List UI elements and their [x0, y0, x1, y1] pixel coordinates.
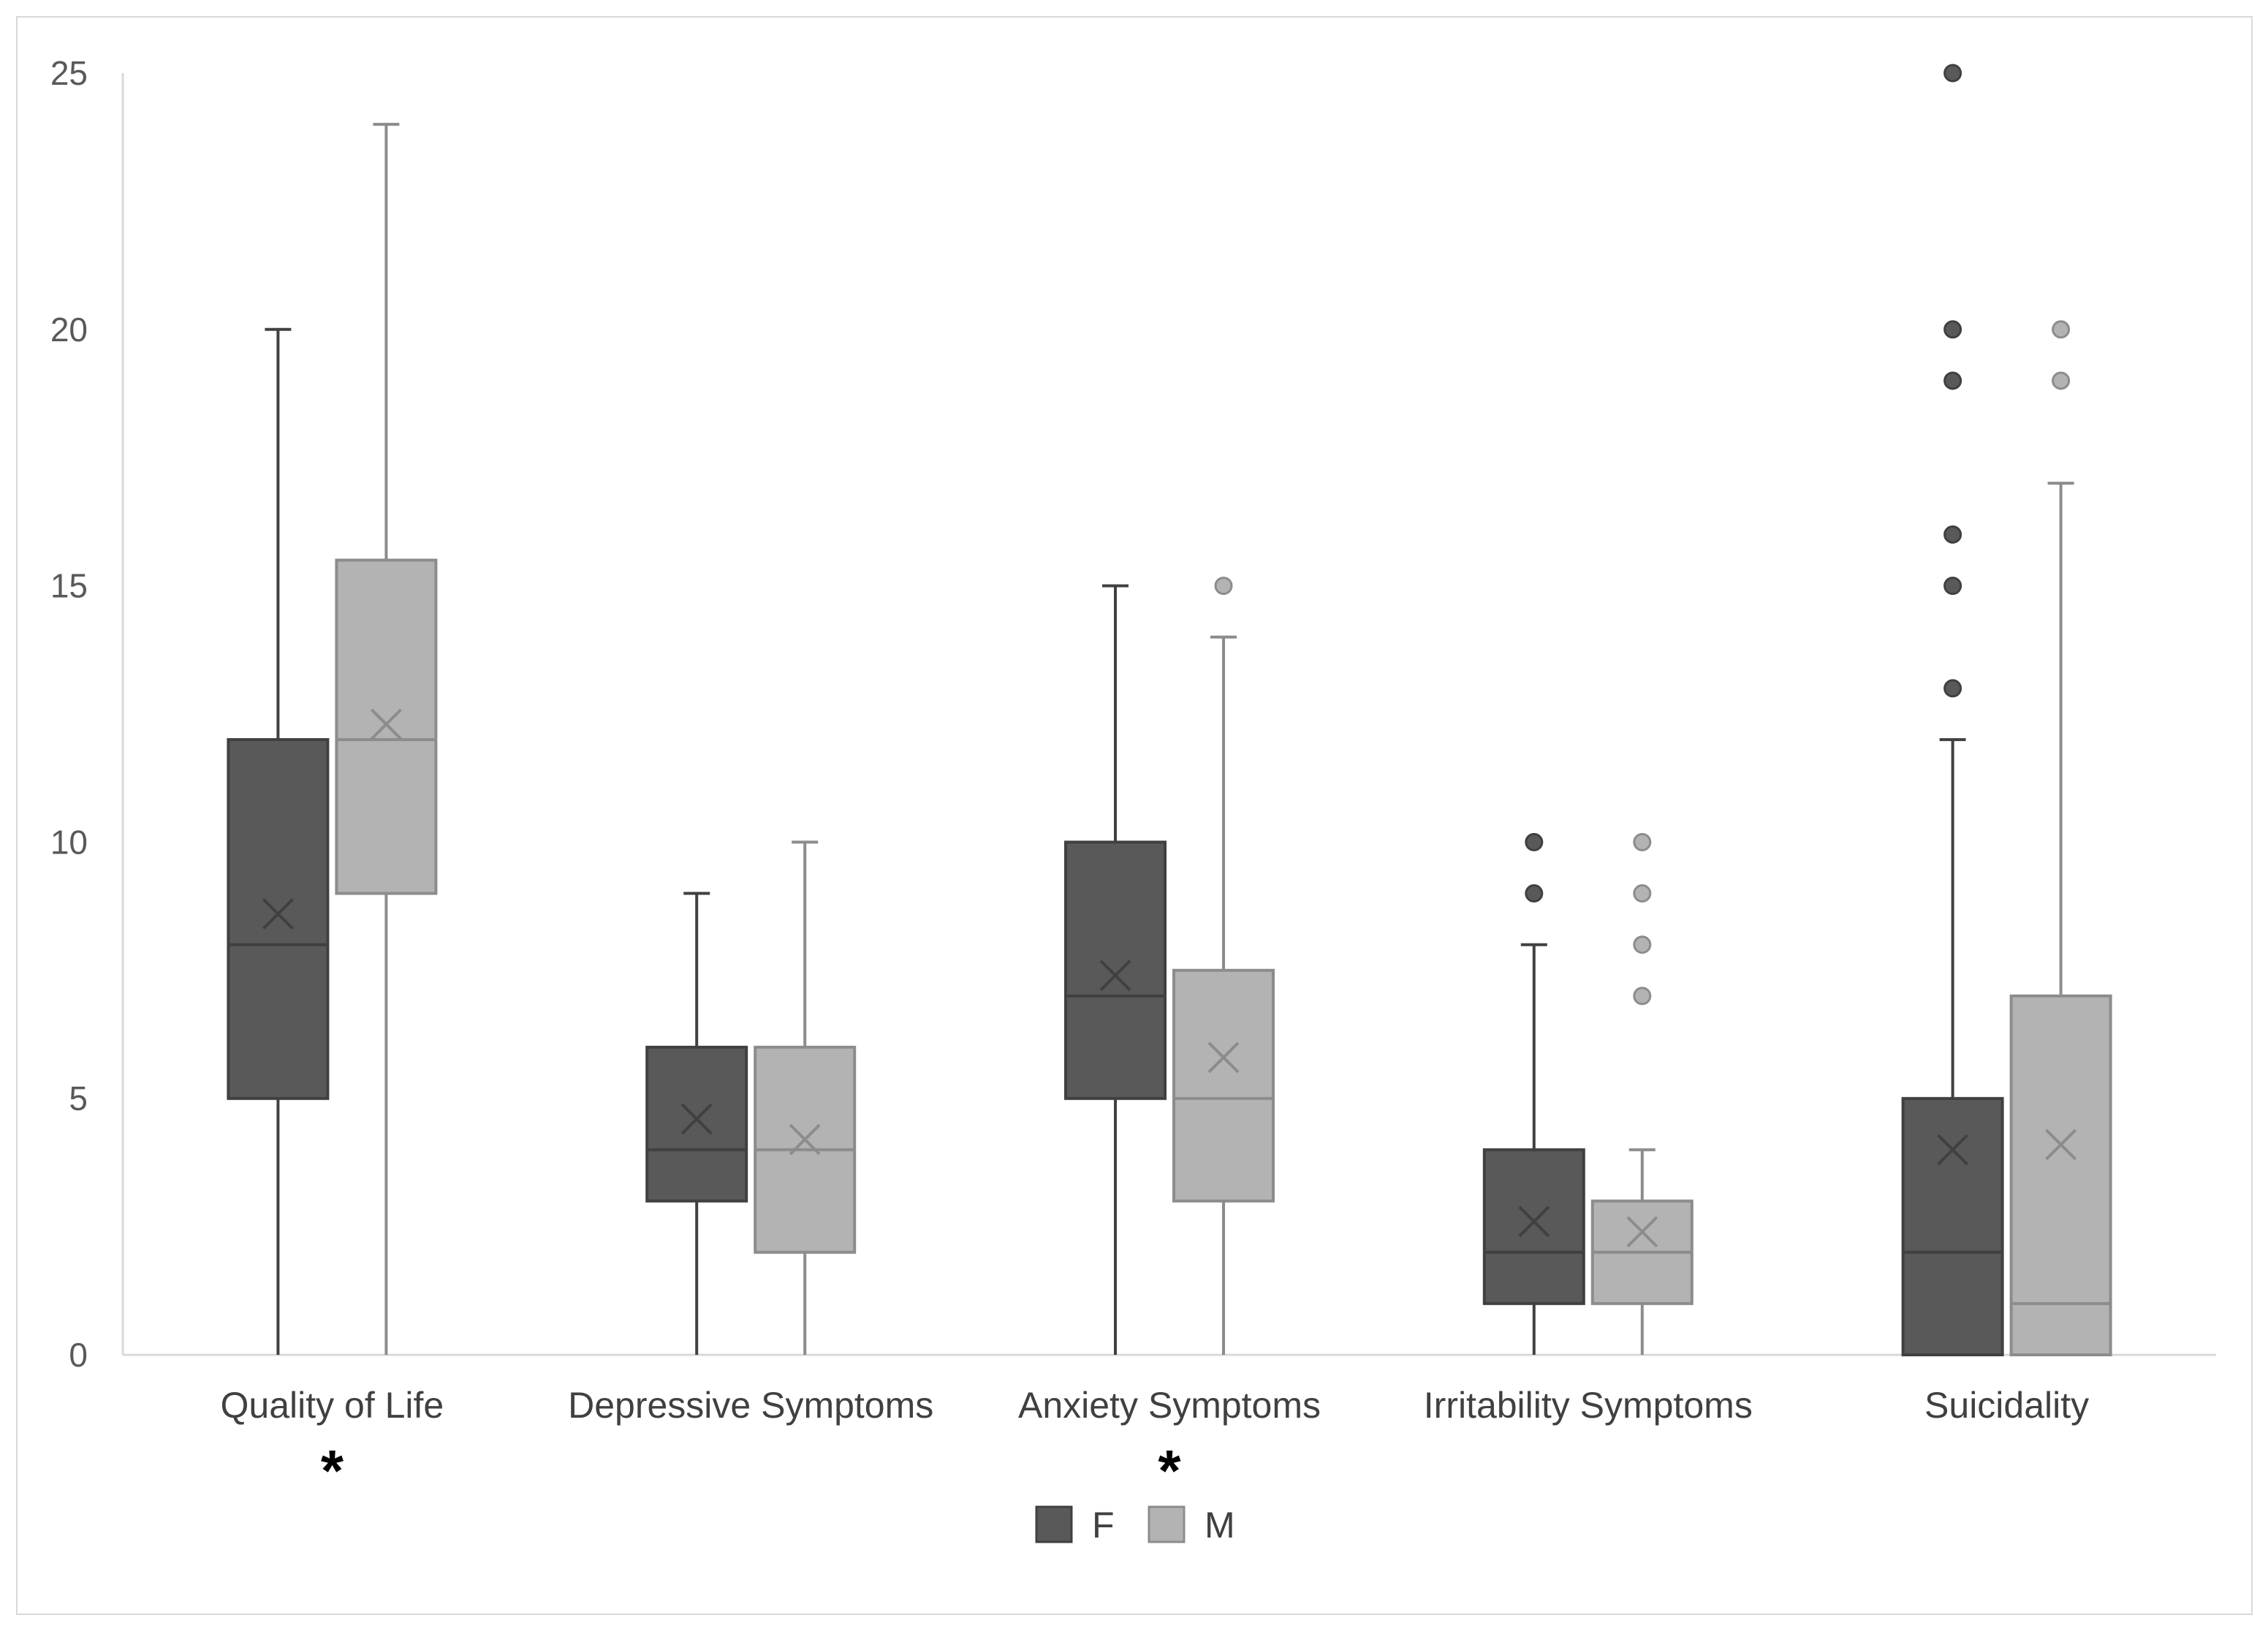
y-tick-label: 20 — [50, 311, 88, 349]
x-category-label: Suicidality — [1924, 1385, 2089, 1426]
outlier-point — [2052, 371, 2071, 390]
outlier-point — [1943, 679, 1962, 698]
box-f — [1901, 64, 2004, 1356]
box-plot-chart: 0 5 10 15 20 25 Quality of Life * Depressive Sy… — [50, 54, 2216, 1546]
box-iqr — [2009, 994, 2112, 1356]
mean-marker — [1937, 1133, 1969, 1166]
mean-marker — [1099, 960, 1131, 992]
outlier-point — [2052, 320, 2071, 339]
y-tick-label: 0 — [69, 1336, 88, 1374]
mean-marker — [789, 1123, 821, 1155]
y-tick-label: 10 — [50, 823, 88, 861]
outlier-point — [1943, 371, 1962, 390]
outlier-point — [1943, 525, 1962, 544]
x-category-label: Quality of Life — [221, 1385, 444, 1426]
legend-swatch-m — [1148, 1505, 1186, 1543]
y-tick-label: 25 — [50, 54, 88, 92]
outlier-point — [1633, 884, 1652, 903]
mean-marker — [262, 898, 294, 930]
category-labels: Quality of Life * Depressive Symptoms Anxie… — [221, 1385, 2090, 1503]
y-tick-label: 15 — [50, 567, 88, 605]
mean-marker — [370, 708, 402, 740]
legend-label-m: M — [1205, 1505, 1235, 1546]
box-f — [645, 892, 748, 1355]
outlier-point — [1633, 832, 1652, 851]
outlier-point — [1943, 577, 1962, 596]
box-iqr — [1172, 968, 1275, 1203]
outlier-point — [1214, 577, 1233, 596]
box-iqr — [227, 738, 330, 1101]
box-m — [2009, 320, 2112, 1356]
legend-swatch-f — [1035, 1505, 1073, 1543]
outlier-point — [1633, 987, 1652, 1006]
box-m — [1172, 577, 1275, 1355]
outlier-point — [1943, 320, 1962, 339]
mean-marker — [680, 1103, 713, 1135]
outlier-point — [1943, 64, 1962, 83]
box-iqr — [1901, 1097, 2004, 1356]
box-series-group — [227, 64, 2112, 1356]
x-category-label: Anxiety Symptoms — [1018, 1385, 1321, 1426]
y-tick-label: 5 — [69, 1079, 88, 1117]
mean-marker — [1207, 1041, 1240, 1074]
mean-marker — [1518, 1206, 1550, 1237]
axes: 0 5 10 15 20 25 — [50, 54, 2216, 1374]
mean-marker — [2045, 1128, 2077, 1160]
significance-marker: * — [321, 1438, 344, 1503]
outlier-point — [1525, 884, 1544, 903]
box-iqr — [1064, 840, 1167, 1101]
box-f — [227, 327, 330, 1355]
box-iqr — [1482, 1148, 1585, 1305]
box-m — [754, 840, 857, 1355]
legend-label-f: F — [1092, 1505, 1115, 1546]
box-iqr — [335, 558, 438, 895]
box-f — [1482, 832, 1585, 1355]
box-iqr — [645, 1046, 748, 1203]
outlier-point — [1633, 935, 1652, 954]
chart-frame: 0 5 10 15 20 25 Quality of Life * Depressive Sy… — [16, 16, 2253, 1615]
box-m — [1590, 832, 1694, 1355]
mean-marker — [1626, 1216, 1658, 1248]
x-category-label: Irritability Symptoms — [1424, 1385, 1753, 1426]
box-m — [335, 123, 438, 1355]
outlier-point — [1525, 832, 1544, 851]
box-f — [1064, 584, 1167, 1355]
significance-marker: * — [1158, 1438, 1181, 1503]
x-category-label: Depressive Symptoms — [568, 1385, 933, 1426]
